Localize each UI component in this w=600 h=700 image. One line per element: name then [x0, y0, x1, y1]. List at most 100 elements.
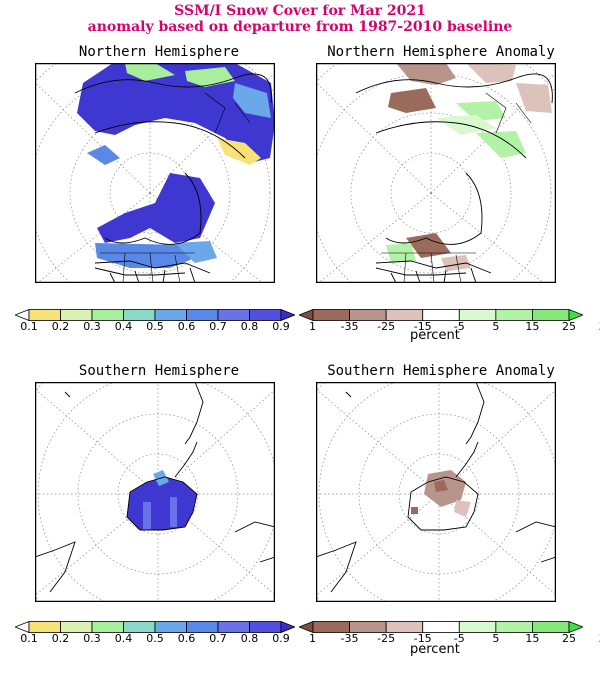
- fraction-colorbar-swatch: [91, 309, 124, 321]
- anomaly-ticks-top: -35 -25 -15 -5 5 15 25 35: [299, 320, 600, 334]
- nh-anomaly-coastlines: [355, 73, 553, 283]
- fraction-colorbar-swatch: [28, 309, 61, 321]
- fraction-colorbar-swatch: [123, 621, 156, 633]
- fraction-colorbar-high-arrow: [280, 309, 295, 321]
- fraction-colorbar-low-arrow: [15, 309, 30, 321]
- anomaly-unit-bottom: percent: [410, 642, 460, 657]
- nh-anomaly-map: [316, 63, 556, 283]
- fraction-tick-label: 0.1: [20, 632, 38, 645]
- fraction-tick-label: 1: [309, 632, 316, 645]
- anomaly-colorbar-low-arrow: [299, 309, 314, 321]
- nh-coastlines: [74, 73, 272, 283]
- fraction-colorbar-swatch: [217, 621, 250, 633]
- anomaly-unit-top: percent: [410, 328, 460, 343]
- anomaly-tick-label: -5: [453, 320, 465, 333]
- figure-subtitle: anomaly based on departure from 1987-201…: [87, 19, 513, 35]
- anomaly-colorbar-low-arrow: [299, 621, 314, 633]
- anomaly-colorbar-high-arrow: [568, 621, 583, 633]
- anomaly-colorbar-swatch: [532, 621, 570, 633]
- anomaly-tick-label: 25: [562, 320, 576, 333]
- fraction-tick-label: 0.5: [146, 632, 164, 645]
- figure-title: SSM/I Snow Cover for Mar 2021: [174, 3, 426, 19]
- panel-title-nh: Northern Hemisphere: [78, 44, 240, 60]
- anomaly-colorbar-swatch: [312, 309, 350, 321]
- nh-anomaly-borders: [381, 92, 532, 283]
- anomaly-tick-label: -35: [340, 320, 359, 333]
- sh-snow-map: [35, 382, 275, 602]
- fraction-colorbar-bottom: [15, 621, 295, 633]
- sh-anomaly-map: [316, 382, 556, 602]
- fraction-colorbar-swatch: [28, 621, 61, 633]
- fraction-colorbar-swatch: [249, 309, 282, 321]
- anomaly-tick-label: -35: [340, 632, 359, 645]
- anomaly-tick-label: 25: [562, 632, 576, 645]
- anomaly-tick-label: 15: [525, 320, 540, 333]
- fraction-tick-label: 0.6: [177, 320, 196, 333]
- fraction-colorbar-swatch: [186, 621, 219, 633]
- fraction-colorbar-low-arrow: [15, 621, 30, 633]
- anomaly-tick-label: -15: [413, 632, 432, 645]
- panel-title-sh: Southern Hemisphere: [78, 363, 240, 379]
- anomaly-tick-label: 5: [492, 320, 500, 333]
- fraction-colorbar-top: [15, 309, 295, 321]
- anomaly-tick-label: -15: [413, 320, 432, 333]
- anomaly-tick-label: 35: [599, 632, 600, 645]
- fraction-colorbar-swatch: [60, 621, 93, 633]
- fraction-colorbar-swatch: [60, 309, 93, 321]
- fraction-colorbar-swatch: [186, 309, 219, 321]
- anomaly-colorbar-swatch: [385, 621, 424, 633]
- anomaly-tick-label: -5: [453, 632, 465, 645]
- fraction-tick-label: 0.1: [20, 320, 38, 333]
- fraction-tick-label: 0.7: [209, 632, 227, 645]
- sh-anomaly-coastlines: [316, 382, 556, 593]
- anomaly-colorbar-top: [299, 309, 583, 321]
- anomaly-colorbar-swatch: [349, 309, 387, 321]
- fraction-colorbar-swatch: [123, 309, 156, 321]
- nh-snow-map: [35, 63, 275, 283]
- anomaly-tick-label: 5: [492, 632, 500, 645]
- fraction-tick-label: 0.6: [177, 632, 196, 645]
- nh-anomaly-shading: [386, 63, 552, 271]
- anomaly-colorbar-swatch: [349, 621, 387, 633]
- sh-snow-coverage: [127, 470, 197, 530]
- nh-borders: [100, 92, 251, 283]
- anomaly-tick-label: 35: [599, 320, 600, 333]
- fraction-ticks-top: 0.1 0.2 0.3 0.4 0.5 0.6 0.7 0.8 0.9 1: [15, 320, 316, 334]
- fraction-tick-label: 0.9: [272, 320, 290, 333]
- fraction-tick-label: 0.8: [240, 320, 259, 333]
- anomaly-tick-label: -25: [377, 632, 396, 645]
- anomaly-colorbar-swatch: [458, 309, 497, 321]
- fraction-colorbar-swatch: [154, 309, 187, 321]
- anomaly-colorbar-swatch: [422, 309, 460, 321]
- panel-title-nh-anomaly: Northern Hemisphere Anomaly: [327, 44, 555, 60]
- sh-coastlines: [35, 382, 275, 593]
- fraction-tick-label: 0.7: [209, 320, 227, 333]
- fraction-colorbar-swatch: [249, 621, 282, 633]
- fraction-tick-label: 0.8: [240, 632, 259, 645]
- anomaly-tick-label: 15: [525, 632, 540, 645]
- fraction-tick-label: 1: [309, 320, 316, 333]
- fraction-tick-label: 0.5: [146, 320, 164, 333]
- fraction-tick-label: 0.3: [83, 320, 101, 333]
- anomaly-colorbar-swatch: [385, 309, 424, 321]
- fraction-colorbar-swatch: [154, 621, 187, 633]
- fraction-tick-label: 0.2: [51, 320, 70, 333]
- anomaly-colorbar-swatch: [422, 621, 460, 633]
- fraction-colorbar-swatch: [91, 621, 124, 633]
- fraction-ticks-bottom: 0.1 0.2 0.3 0.4 0.5 0.6 0.7 0.8 0.9 1: [15, 632, 316, 646]
- anomaly-colorbar-high-arrow: [568, 309, 583, 321]
- fraction-tick-label: 0.3: [83, 632, 101, 645]
- fraction-tick-label: 0.9: [272, 632, 290, 645]
- anomaly-colorbar-swatch: [532, 309, 570, 321]
- anomaly-colorbar-swatch: [495, 621, 533, 633]
- anomaly-colorbar-swatch: [312, 621, 350, 633]
- anomaly-tick-label: -25: [377, 320, 396, 333]
- fraction-tick-label: 0.4: [114, 632, 133, 645]
- anomaly-colorbar-swatch: [495, 309, 533, 321]
- fraction-tick-label: 0.2: [51, 632, 70, 645]
- fraction-colorbar-swatch: [217, 309, 250, 321]
- panel-title-sh-anomaly: Southern Hemisphere Anomaly: [327, 363, 555, 379]
- anomaly-ticks-bottom: -35 -25 -15 -5 5 15 25 35: [299, 632, 600, 646]
- anomaly-colorbar-bottom: [299, 621, 583, 633]
- fraction-colorbar-high-arrow: [280, 621, 295, 633]
